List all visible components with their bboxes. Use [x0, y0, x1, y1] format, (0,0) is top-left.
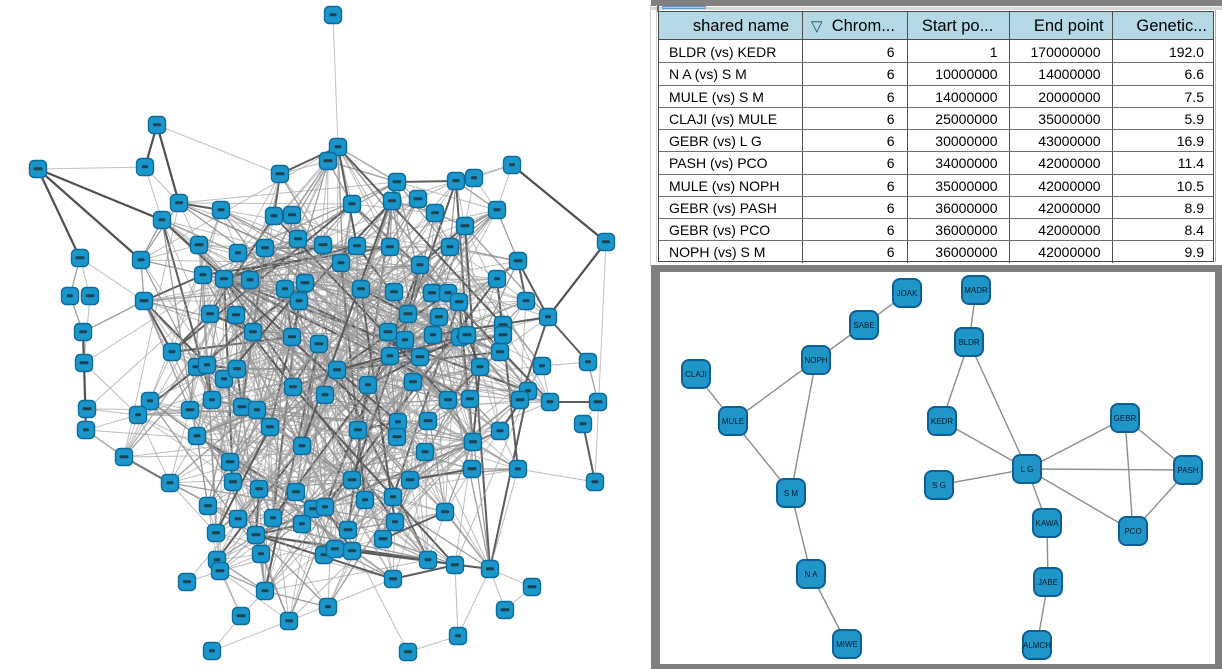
svg-text:PASH: PASH	[1177, 466, 1198, 475]
svg-text:PCO: PCO	[1124, 527, 1141, 536]
svg-text:L G: L G	[1021, 465, 1034, 474]
svg-text:GEBR: GEBR	[1114, 414, 1137, 423]
svg-text:MIWE: MIWE	[836, 640, 858, 649]
svg-text:JABE: JABE	[1038, 578, 1058, 587]
svg-text:S G: S G	[932, 481, 946, 490]
svg-text:MULE: MULE	[722, 417, 744, 426]
svg-text:JOAK: JOAK	[897, 289, 919, 298]
svg-text:MADR: MADR	[964, 286, 988, 295]
svg-text:N A: N A	[805, 570, 819, 579]
svg-text:BLDR: BLDR	[958, 338, 980, 347]
svg-text:CLAJI: CLAJI	[685, 370, 707, 379]
svg-text:SABE: SABE	[853, 321, 874, 330]
svg-text:NOPH: NOPH	[804, 356, 827, 365]
svg-text:ALMCH: ALMCH	[1023, 641, 1051, 650]
svg-text:S M: S M	[784, 489, 799, 498]
svg-text:KAWA: KAWA	[1036, 519, 1060, 528]
svg-text:KEDR: KEDR	[931, 417, 953, 426]
